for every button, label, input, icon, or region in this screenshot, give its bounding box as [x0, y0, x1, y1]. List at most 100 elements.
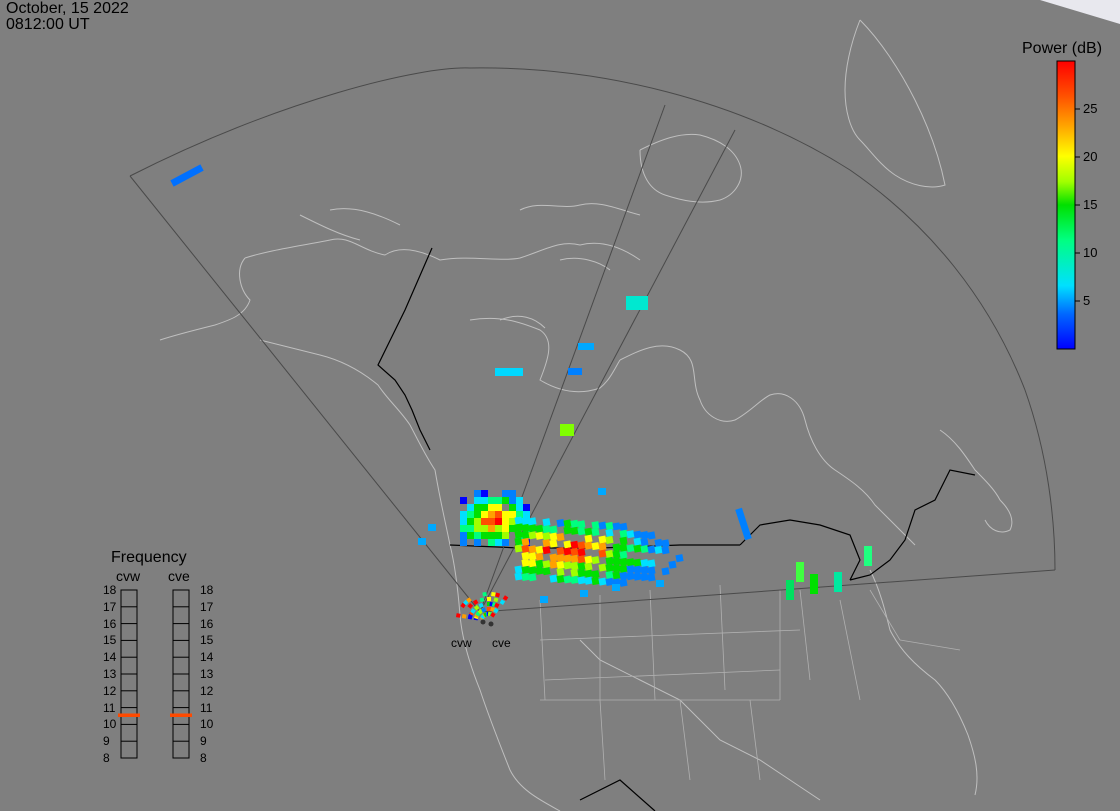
echo-cell	[502, 595, 509, 601]
echo-cell	[474, 497, 481, 504]
echo-cell	[481, 532, 488, 539]
echo-cell	[619, 564, 628, 573]
freq-scale-label-left: 12	[103, 683, 117, 698]
echo-cell	[542, 518, 551, 527]
echo-cell	[528, 517, 537, 526]
echo-cell	[612, 557, 621, 566]
echo-cell	[495, 532, 502, 539]
echo-cell	[542, 525, 551, 534]
echo-cell	[428, 524, 436, 531]
echo-cell	[584, 576, 593, 585]
echo-cell	[563, 554, 572, 563]
echo-cell	[570, 540, 579, 549]
echo-cell	[460, 518, 467, 525]
echo-cell	[535, 531, 544, 540]
echo-cell	[661, 567, 670, 576]
site-marker-cvw	[480, 619, 486, 625]
echo-cell	[490, 612, 496, 618]
echo-cell	[474, 525, 481, 532]
echo-cell	[612, 571, 621, 580]
power-legend-title: Power (dB)	[1022, 40, 1103, 57]
echo-cell	[612, 543, 621, 552]
echo-cell	[619, 550, 628, 559]
echo-cell	[563, 575, 572, 584]
echo-cell	[514, 572, 523, 581]
echo-cell	[668, 560, 677, 569]
freq-radar-label-cve: cve	[168, 568, 190, 584]
echo-cell	[481, 511, 488, 518]
echo-cell	[626, 558, 635, 567]
echo-cell	[654, 538, 663, 547]
echo-cell	[487, 602, 491, 606]
echo-cell	[647, 573, 656, 582]
echo-cell	[577, 569, 586, 578]
echo-cell	[488, 497, 495, 504]
echo-cell	[598, 542, 607, 551]
echo-cell	[619, 578, 628, 587]
echo-cell	[521, 544, 530, 553]
echo-cell	[509, 504, 516, 511]
echo-cell	[467, 518, 474, 525]
power-colorbar-ticks	[1075, 108, 1080, 302]
echo-cell	[521, 572, 530, 581]
echo-cell	[462, 599, 469, 606]
echo-cell	[640, 566, 649, 575]
echo-cell	[549, 553, 558, 562]
echo-cell	[474, 490, 481, 497]
echo-cell	[467, 525, 474, 532]
echo-cell	[605, 521, 614, 531]
echo-cell	[570, 575, 579, 584]
freq-scale-label-left: 8	[103, 751, 110, 765]
echo-cell	[563, 547, 572, 556]
echo-cell	[549, 525, 558, 534]
echo-cell	[495, 511, 502, 518]
echo-cell	[796, 562, 804, 582]
freq-scale-label-left: 15	[103, 633, 117, 648]
frequency-legend-title: Frequency	[111, 549, 187, 566]
freq-scale-label-right: 18	[200, 583, 214, 597]
echo-cell	[521, 523, 530, 532]
echo-cell	[509, 525, 516, 532]
echo-cell	[528, 552, 537, 561]
echo-cell	[491, 591, 496, 597]
echo-cell	[478, 602, 484, 609]
echo-cell	[584, 527, 593, 536]
echo-cell	[570, 561, 579, 570]
echo-cell	[654, 545, 663, 554]
echo-cell	[556, 567, 565, 577]
echo-cell	[612, 522, 621, 531]
echo-cell	[568, 368, 582, 375]
echo-cell	[577, 576, 586, 585]
echo-cell	[528, 545, 537, 554]
echo-cell	[598, 577, 607, 586]
echo-cell	[626, 572, 635, 581]
echo-cell	[633, 572, 642, 581]
echo-cell	[591, 556, 600, 565]
admin-boundaries	[539, 584, 961, 781]
echo-cell	[467, 511, 474, 518]
echo-cell	[467, 504, 474, 511]
echo-cell	[605, 563, 614, 573]
echo-cell	[549, 560, 558, 569]
echo-cell	[521, 537, 530, 546]
freq-scale-label-right: 14	[200, 650, 214, 665]
echo-cell	[619, 536, 628, 545]
echo-cell	[556, 560, 565, 570]
echo-cell	[563, 561, 572, 570]
echo-cell	[509, 511, 516, 518]
echo-cell	[675, 554, 684, 563]
echo-cell	[580, 590, 588, 597]
echo-cell	[467, 532, 474, 539]
freq-scale-label-right: 15	[200, 633, 214, 648]
echo-cell	[540, 596, 548, 603]
echo-cell	[605, 528, 614, 538]
echo-cell	[494, 602, 500, 609]
echo-cell	[633, 544, 642, 553]
echo-cell	[542, 532, 551, 541]
echo-cell	[633, 530, 642, 539]
echo-cell	[598, 563, 607, 572]
echo-cell	[591, 521, 600, 530]
echo-cell	[647, 559, 656, 568]
echo-cell	[502, 525, 509, 532]
